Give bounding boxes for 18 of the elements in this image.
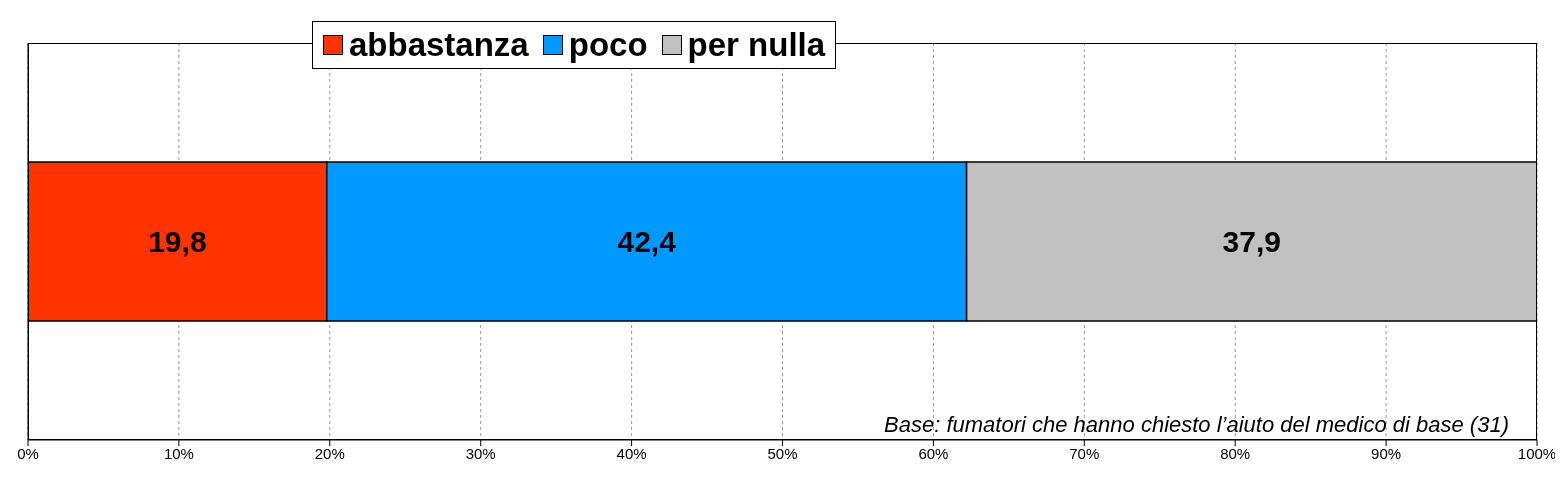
annotation: Base: fumatori che hanno chiesto l’aiuto del medico di base (31) [884, 412, 1509, 438]
data-label: 19,8 [148, 225, 207, 259]
legend-label: poco [568, 26, 648, 64]
x-tick-label: 80% [1220, 444, 1251, 462]
x-tick-label: 20% [314, 444, 345, 462]
x-tick-label: 90% [1371, 444, 1402, 462]
legend-label: abbastanza [349, 26, 529, 64]
data-label: 37,9 [1222, 225, 1281, 259]
x-tick-label: 10% [163, 444, 194, 462]
x-tick-label: 30% [465, 444, 496, 462]
x-tick-label: 0% [17, 444, 39, 462]
x-tick-label: 100% [1517, 444, 1557, 462]
x-tick-label: 40% [616, 444, 647, 462]
legend-label: per nulla [687, 26, 826, 64]
x-tick-label: 60% [918, 444, 949, 462]
x-tick-label: 70% [1069, 444, 1100, 462]
data-label: 42,4 [617, 225, 677, 259]
x-tick-label: 50% [767, 444, 798, 462]
